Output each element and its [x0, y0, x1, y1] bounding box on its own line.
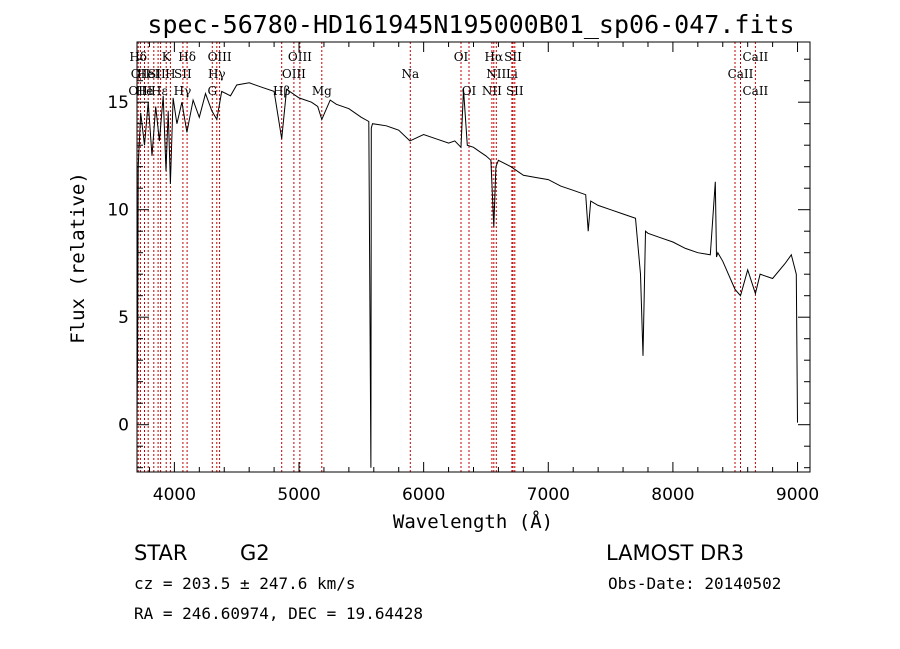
line-label-12: OIII: [208, 50, 232, 64]
x-tick-label-3: 7000: [527, 485, 570, 505]
axis-ticks: 4000 5000 6000 7000 8000 9000 0 5 10 15: [107, 42, 819, 505]
line-label-1: OII: [131, 67, 151, 81]
line-label-2: OIII: [128, 84, 152, 98]
y-axis-label: Flux (relative): [67, 172, 89, 344]
chart-title: spec-56780-HD161945N195000B01_sp06-047.f…: [147, 10, 794, 39]
spectrum-series: [136, 82, 798, 468]
line-label-29: CaII: [728, 67, 754, 81]
observation-date: Obs-Date: 20140502: [608, 574, 781, 593]
object-class: STAR: [134, 541, 187, 565]
y-tick-label-3: 15: [107, 93, 129, 113]
x-tick-label-0: 4000: [153, 485, 196, 505]
line-label-11: Hγ: [174, 84, 192, 98]
line-label-4: HeI: [137, 67, 160, 81]
plot-frame: [136, 41, 811, 473]
line-label-19: Na: [401, 67, 419, 81]
line-label-25: Li: [506, 67, 518, 81]
line-label-8: Hε: [151, 84, 168, 98]
line-label-22: Hα: [485, 50, 504, 64]
x-tick-label-4: 8000: [651, 485, 694, 505]
spectral-line-labels: HδOIIOIIIHeHeIKHSIIHεHδSIIHγOIIIHγGOIIIO…: [128, 50, 768, 98]
line-label-7: SII: [148, 67, 166, 81]
line-label-0: Hδ: [129, 50, 147, 64]
y-tick-label-0: 0: [118, 416, 129, 436]
line-label-9: Hδ: [178, 50, 196, 64]
line-label-5: K: [162, 50, 172, 64]
line-label-26: NII: [482, 84, 502, 98]
line-label-21: OI: [462, 84, 477, 98]
line-label-23: SII: [504, 50, 522, 64]
line-label-17: Hβ: [273, 84, 290, 98]
line-label-27: SII: [506, 84, 524, 98]
line-label-10: SII: [174, 67, 192, 81]
x-tick-label-2: 6000: [402, 485, 445, 505]
object-subclass: G2: [240, 541, 270, 565]
line-label-15: OIII: [288, 50, 312, 64]
y-tick-label-1: 5: [118, 308, 129, 328]
survey-name: LAMOST DR3: [606, 541, 744, 565]
line-label-20: OI: [454, 50, 469, 64]
line-label-13: Hγ: [208, 67, 226, 81]
line-label-24: NII: [486, 67, 506, 81]
line-label-30: CaII: [742, 84, 768, 98]
line-label-3: He: [136, 84, 154, 98]
line-label-14: G: [208, 84, 218, 98]
spectral-line-markers: [137, 42, 756, 472]
line-label-28: CaII: [742, 50, 768, 64]
redshift-readout: cz = 203.5 ± 247.6 km/s: [134, 574, 356, 593]
line-label-18: Mg: [312, 84, 332, 98]
x-axis-label: Wavelength (Å): [393, 510, 553, 533]
spectrum-line-0: [136, 82, 798, 468]
x-tick-label-5: 9000: [776, 485, 819, 505]
x-tick-label-1: 5000: [277, 485, 320, 505]
coordinates-readout: RA = 246.60974, DEC = 19.64428: [134, 604, 423, 623]
y-tick-label-2: 10: [107, 201, 129, 221]
line-label-6: H: [165, 67, 175, 81]
line-label-16: OIII: [282, 67, 306, 81]
